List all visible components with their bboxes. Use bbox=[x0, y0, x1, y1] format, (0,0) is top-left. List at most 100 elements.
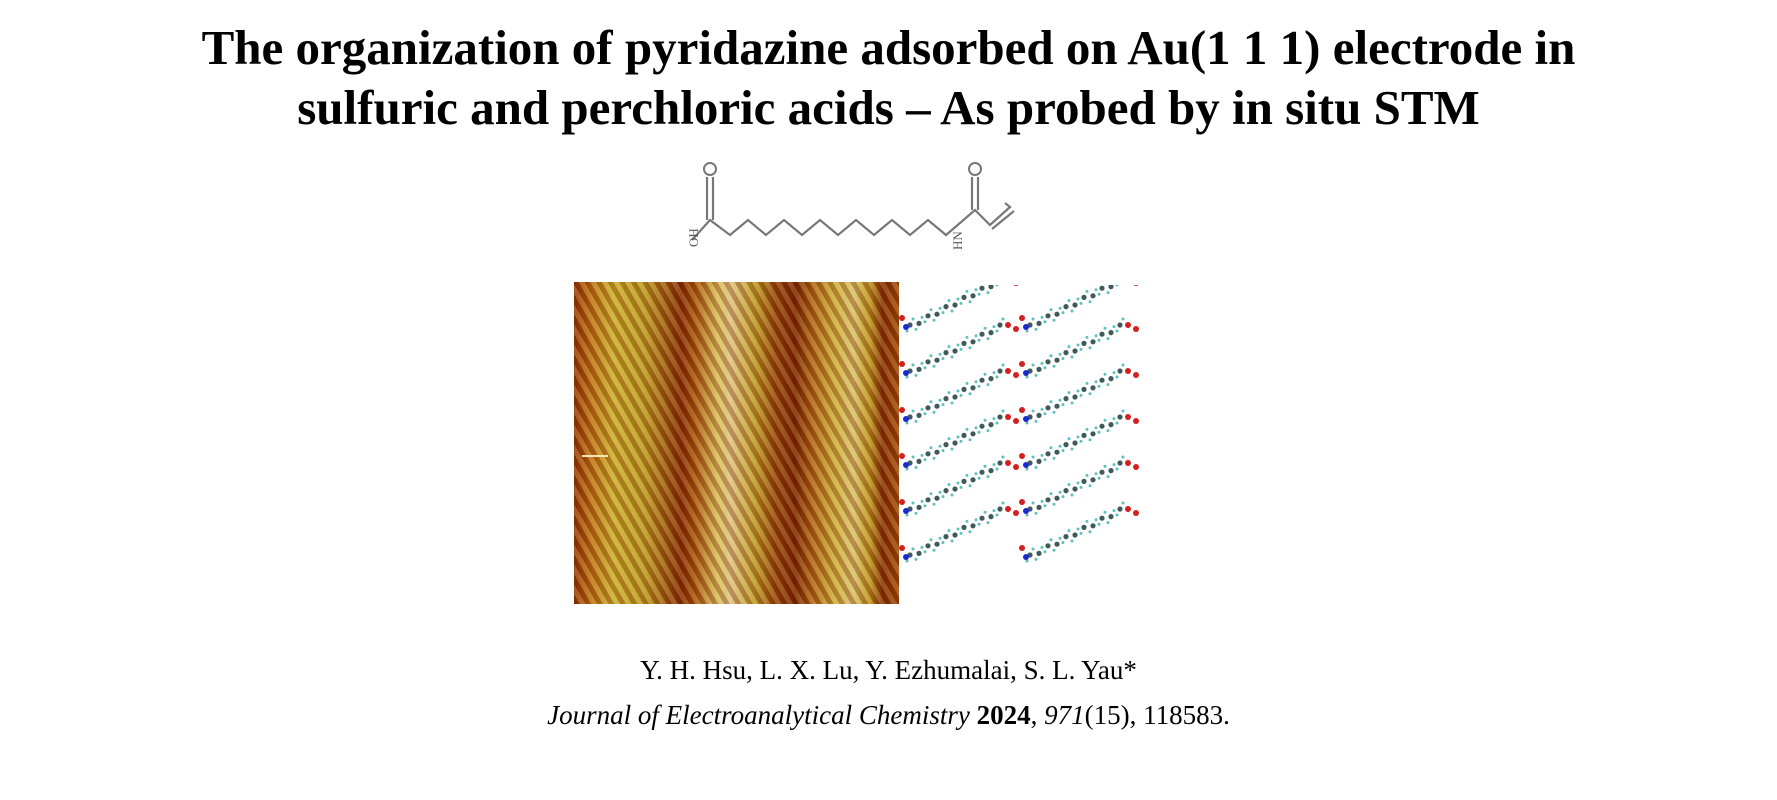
hydrogen-atom bbox=[929, 308, 933, 312]
hydrogen-atom bbox=[986, 429, 990, 433]
carbon-atom bbox=[1108, 376, 1114, 382]
oxygen-atom bbox=[1013, 464, 1019, 470]
carbon-atom bbox=[1090, 339, 1096, 345]
oxygen-atom bbox=[1013, 418, 1019, 424]
hydrogen-atom bbox=[1034, 327, 1038, 331]
hydrogen-atom bbox=[1040, 315, 1044, 319]
oxygen-atom bbox=[1013, 326, 1019, 332]
oxygen-atom bbox=[1019, 407, 1025, 413]
hydrogen-atom bbox=[1094, 288, 1098, 292]
hydrogen-atom bbox=[1040, 407, 1044, 411]
carbon-atom bbox=[997, 414, 1003, 420]
carbon-atom bbox=[979, 469, 985, 475]
carbon-atom bbox=[952, 394, 958, 400]
hydrogen-atom bbox=[995, 467, 999, 471]
hydrogen-atom bbox=[929, 400, 933, 404]
carbon-atom bbox=[1036, 412, 1042, 418]
hydrogen-atom bbox=[1070, 447, 1074, 451]
hydrogen-atom bbox=[938, 536, 942, 540]
oxygen-atom bbox=[1125, 506, 1131, 512]
hydrogen-atom bbox=[965, 289, 969, 293]
hydrogen-atom bbox=[1034, 373, 1038, 377]
hydrogen-atom bbox=[1112, 371, 1116, 375]
nitrogen-atom bbox=[1023, 462, 1029, 468]
hydrogen-atom bbox=[920, 453, 924, 457]
hydrogen-atom bbox=[1085, 381, 1089, 385]
hydrogen-atom bbox=[965, 381, 969, 385]
hydrogen-atom bbox=[1001, 409, 1005, 413]
carbon-atom bbox=[1036, 458, 1042, 464]
hydrogen-atom bbox=[1106, 383, 1110, 387]
carbon-atom bbox=[1063, 442, 1069, 448]
carbon-atom bbox=[943, 534, 949, 540]
carbon-atom bbox=[961, 386, 967, 392]
hydrogen-atom bbox=[1067, 529, 1071, 533]
hydrogen-atom bbox=[983, 464, 987, 468]
carbon-atom bbox=[1045, 497, 1051, 503]
hydrogen-atom bbox=[938, 306, 942, 310]
hydrogen-atom bbox=[1112, 509, 1116, 513]
hydrogen-atom bbox=[1097, 384, 1101, 388]
hydrogen-atom bbox=[1094, 426, 1098, 430]
carbon-atom bbox=[916, 320, 922, 326]
carbon-atom bbox=[1108, 468, 1114, 474]
title-line-2: sulfuric and perchloric acids – As probe… bbox=[297, 80, 1480, 135]
hydrogen-atom bbox=[956, 389, 960, 393]
hydrogen-atom bbox=[932, 410, 936, 414]
hydrogen-atom bbox=[1043, 412, 1047, 416]
carbon-atom bbox=[988, 376, 994, 382]
hydrogen-atom bbox=[950, 539, 954, 543]
carbon-atom bbox=[1045, 405, 1051, 411]
hydrogen-atom bbox=[1043, 458, 1047, 462]
label-hn: HN bbox=[950, 231, 965, 250]
hydrogen-atom bbox=[965, 335, 969, 339]
carbon-atom bbox=[1045, 313, 1051, 319]
carbon-atom bbox=[979, 377, 985, 383]
carbon-atom bbox=[1063, 304, 1069, 310]
oxygen-atom bbox=[899, 407, 905, 413]
carbon-atom bbox=[961, 478, 967, 484]
hydrogen-atom bbox=[974, 334, 978, 338]
hydrogen-atom bbox=[977, 476, 981, 480]
carbon-atom bbox=[961, 340, 967, 346]
hydrogen-atom bbox=[986, 337, 990, 341]
carbon-atom bbox=[1054, 311, 1060, 317]
carbon-atom bbox=[1081, 524, 1087, 530]
carbon-atom bbox=[1081, 432, 1087, 438]
hydrogen-atom bbox=[956, 481, 960, 485]
hydrogen-atom bbox=[905, 467, 909, 471]
nitrogen-atom bbox=[1023, 416, 1029, 422]
carbon-atom bbox=[970, 385, 976, 391]
hydrogen-atom bbox=[932, 364, 936, 368]
carbon-atom bbox=[916, 458, 922, 464]
carbon-atom bbox=[1054, 449, 1060, 455]
hydrogen-atom bbox=[977, 522, 981, 526]
hydrogen-atom bbox=[992, 509, 996, 513]
hydrogen-atom bbox=[1097, 292, 1101, 296]
carbon-atom bbox=[1090, 523, 1096, 529]
hydrogen-atom bbox=[986, 521, 990, 525]
hydrogen-atom bbox=[923, 366, 927, 370]
hydrogen-atom bbox=[1052, 502, 1056, 506]
hydrogen-atom bbox=[911, 409, 915, 413]
carbon-atom bbox=[1099, 377, 1105, 383]
hydrogen-atom bbox=[1001, 363, 1005, 367]
hydrogen-atom bbox=[965, 519, 969, 523]
hydrogen-atom bbox=[932, 456, 936, 460]
carbon-atom bbox=[979, 515, 985, 521]
hydrogen-atom bbox=[1049, 308, 1053, 312]
carbon-atom bbox=[934, 541, 940, 547]
hydrogen-atom bbox=[1043, 550, 1047, 554]
hydrogen-atom bbox=[968, 300, 972, 304]
hydrogen-atom bbox=[1001, 317, 1005, 321]
carbon-atom bbox=[916, 550, 922, 556]
hydrogen-atom bbox=[1121, 363, 1125, 367]
carbon-atom bbox=[988, 330, 994, 336]
carbon-atom bbox=[988, 285, 994, 290]
oxygen-atom bbox=[899, 545, 905, 551]
hydrogen-atom bbox=[1040, 361, 1044, 365]
carbon-atom bbox=[988, 468, 994, 474]
hydrogen-atom bbox=[914, 465, 918, 469]
carbon-atom bbox=[1063, 396, 1069, 402]
hydrogen-atom bbox=[1040, 453, 1044, 457]
